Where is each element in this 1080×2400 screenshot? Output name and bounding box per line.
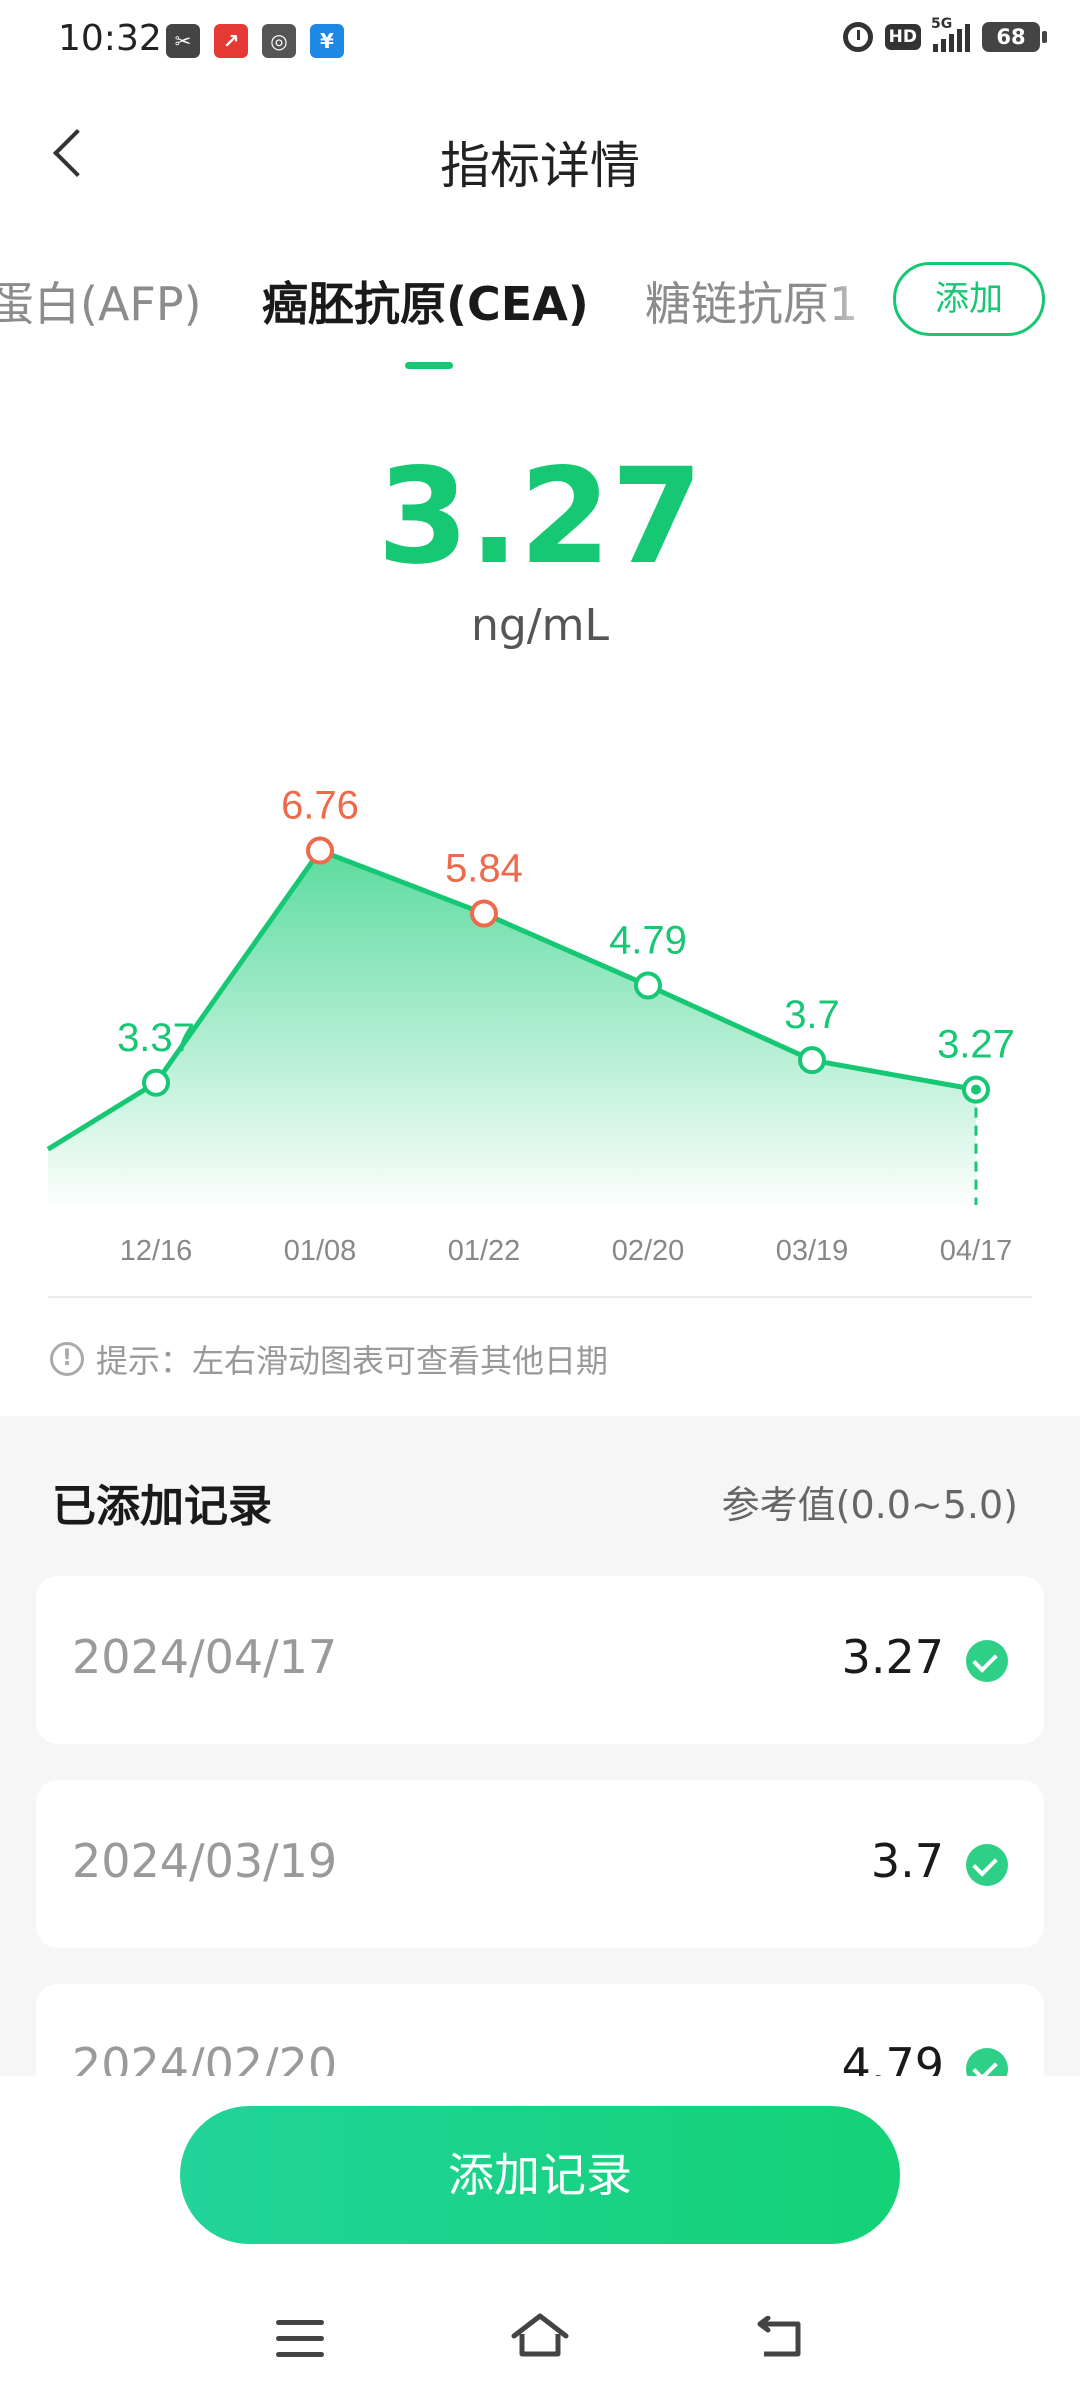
record-date: 2024/03/19 bbox=[72, 1834, 338, 1888]
currency-app-icon: ¥ bbox=[310, 24, 344, 58]
record-card[interactable]: 2024/04/17 3.27 bbox=[36, 1576, 1044, 1744]
chart-data-label: 3.7 bbox=[784, 993, 840, 1037]
add-record-button[interactable]: 添加记录 bbox=[180, 2106, 900, 2244]
chart-x-tick-label: 12/16 bbox=[120, 1235, 193, 1267]
chart-point bbox=[798, 1046, 826, 1075]
chart-x-tick-label: 01/08 bbox=[284, 1235, 357, 1267]
hd-icon: HD bbox=[884, 24, 921, 50]
chart-area-fill bbox=[48, 850, 976, 1205]
current-unit: ng/mL bbox=[470, 600, 609, 651]
bottom-bar: 添加记录 bbox=[0, 2076, 1080, 2400]
chart-data-label: 6.76 bbox=[281, 784, 359, 828]
active-tab-indicator bbox=[405, 362, 453, 369]
chart-point-selected-dot bbox=[971, 1084, 981, 1095]
records-title: 已添加记录 bbox=[52, 1481, 272, 1532]
record-value: 4.79 bbox=[841, 2038, 944, 2076]
reference-range: 参考值(0.0~5.0) bbox=[721, 1483, 1018, 1527]
status-bar: 10:32 ✂ ↗ ◎ ¥ HD 5G 68 bbox=[0, 0, 1080, 84]
chart-x-tick-label: 03/19 bbox=[776, 1235, 849, 1267]
records-section: 已添加记录 参考值(0.0~5.0) 2024/04/17 3.27 2024/… bbox=[0, 1416, 1080, 2076]
check-icon bbox=[966, 1844, 1008, 1886]
chart-x-tick-label: 04/17 bbox=[940, 1235, 1013, 1267]
record-card[interactable]: 2024/03/19 3.7 bbox=[36, 1780, 1044, 1948]
info-icon: ! bbox=[50, 1342, 84, 1376]
chart-point bbox=[306, 836, 334, 865]
system-nav-bar bbox=[0, 2298, 1080, 2378]
chart-divider bbox=[48, 1296, 1032, 1298]
home-icon[interactable] bbox=[510, 2310, 570, 2360]
indicator-tabs: 蛋白(AFP) 癌胚抗原(CEA) 糖链抗原1 添加 bbox=[0, 262, 1080, 369]
trend-chart-svg: 3.37 12/16 6.76 01/08 5.84 01/22 4.79 02/20 3.7 0… bbox=[46, 784, 1015, 1267]
record-date: 2024/02/20 bbox=[72, 2038, 338, 2076]
tab-fade bbox=[820, 262, 892, 342]
battery-icon: 68 bbox=[982, 22, 1047, 52]
page-title: 指标详情 bbox=[440, 137, 640, 195]
check-icon bbox=[966, 1640, 1008, 1682]
status-app-icons: ✂ ↗ ◎ ¥ bbox=[166, 24, 344, 58]
chart-data-label: 4.79 bbox=[609, 918, 687, 962]
tip-text: 提示：左右滑动图表可查看其他日期 bbox=[96, 1342, 609, 1380]
chart-point bbox=[470, 899, 498, 928]
status-time: 10:32 bbox=[58, 18, 162, 59]
record-value: 3.27 bbox=[841, 1630, 944, 1684]
alarm-icon bbox=[842, 22, 873, 52]
record-date: 2024/04/17 bbox=[72, 1630, 338, 1684]
stock-app-icon: ↗ bbox=[214, 24, 248, 58]
record-value: 3.7 bbox=[870, 1834, 944, 1888]
check-icon bbox=[966, 2048, 1008, 2076]
chart-data-label: 5.84 bbox=[445, 847, 523, 891]
chart-point bbox=[634, 971, 662, 1000]
chart-point bbox=[142, 1068, 170, 1097]
browser-app-icon: ◎ bbox=[262, 24, 296, 58]
add-indicator-button[interactable]: 添加 bbox=[893, 262, 1045, 336]
swipe-tip: ! 提示：左右滑动图表可查看其他日期 bbox=[50, 1336, 608, 1382]
system-back-icon[interactable] bbox=[754, 2316, 806, 2360]
chart-data-label: 3.27 bbox=[937, 1023, 1015, 1067]
tab-afp[interactable]: 蛋白(AFP) bbox=[0, 277, 202, 331]
chart-x-tick-label: 02/20 bbox=[612, 1235, 685, 1267]
chart-x-tick-label: 01/22 bbox=[448, 1235, 521, 1267]
network-type-label: 5G bbox=[931, 16, 953, 32]
trend-chart[interactable]: 3.37 12/16 6.76 01/08 5.84 01/22 4.79 02/20 3.7 0… bbox=[0, 730, 1080, 1290]
chart-data-label: 3.37 bbox=[117, 1016, 195, 1060]
signal-icon: 5G bbox=[931, 16, 970, 52]
record-card[interactable]: 2024/02/20 4.79 bbox=[36, 1984, 1044, 2076]
current-value: 3.27 bbox=[377, 440, 703, 594]
status-indicators: HD 5G 68 bbox=[842, 16, 1047, 52]
menu-icon[interactable] bbox=[276, 2320, 324, 2360]
scissors-app-icon: ✂ bbox=[166, 24, 200, 58]
tab-cea[interactable]: 癌胚抗原(CEA) bbox=[262, 277, 589, 331]
